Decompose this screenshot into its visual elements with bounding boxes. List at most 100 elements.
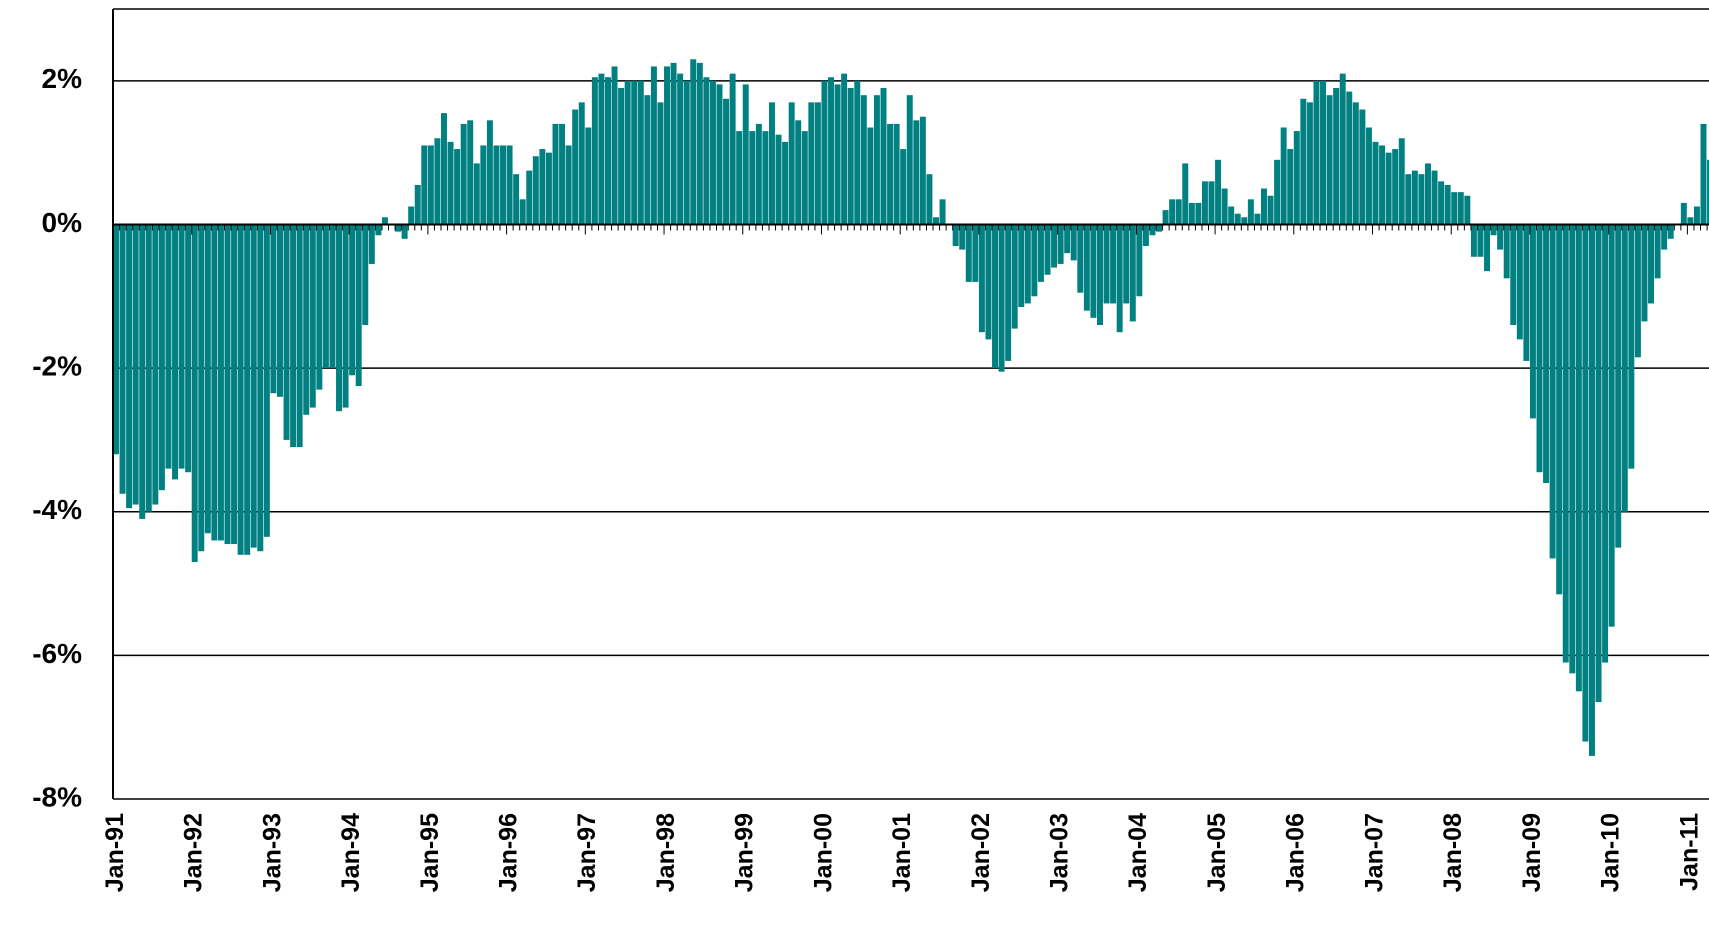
bar bbox=[637, 80, 644, 225]
bar bbox=[1070, 224, 1077, 261]
x-tick-label: Jan-04 bbox=[1124, 813, 1152, 892]
bar bbox=[1536, 224, 1543, 473]
x-tick-label: Jan-01 bbox=[888, 813, 916, 892]
bar bbox=[1182, 163, 1189, 225]
bar bbox=[1438, 181, 1445, 225]
bar bbox=[1116, 224, 1123, 333]
bar bbox=[723, 98, 730, 225]
bar bbox=[467, 120, 474, 225]
bar bbox=[821, 80, 828, 225]
bar bbox=[1365, 127, 1372, 225]
bar bbox=[919, 116, 926, 225]
y-tick-label: -2% bbox=[32, 350, 82, 381]
bar bbox=[1018, 224, 1025, 308]
bar bbox=[263, 224, 270, 537]
x-tick-label: Jan-94 bbox=[337, 813, 365, 892]
bar bbox=[198, 224, 205, 552]
bar bbox=[1346, 91, 1353, 225]
bar bbox=[1031, 224, 1038, 297]
bar bbox=[1208, 181, 1215, 225]
bar bbox=[1195, 202, 1202, 225]
bar bbox=[860, 95, 867, 225]
bar bbox=[1339, 73, 1346, 225]
bar bbox=[1444, 184, 1451, 225]
bar bbox=[1595, 224, 1602, 703]
x-tick-label: Jan-08 bbox=[1439, 813, 1467, 892]
bar bbox=[828, 77, 834, 225]
bar bbox=[1661, 224, 1668, 250]
x-tick-label: Jan-00 bbox=[809, 813, 837, 892]
bar bbox=[519, 199, 526, 225]
bar bbox=[716, 84, 723, 225]
bar bbox=[237, 224, 244, 555]
bar bbox=[644, 95, 651, 225]
bar bbox=[1293, 131, 1300, 225]
bar bbox=[729, 73, 736, 225]
bar bbox=[158, 224, 165, 491]
bar bbox=[1589, 224, 1595, 756]
x-tick-label: Jan-95 bbox=[416, 813, 444, 892]
bar bbox=[1582, 224, 1589, 742]
bar bbox=[441, 113, 447, 225]
bar bbox=[952, 224, 959, 246]
bar bbox=[500, 145, 506, 225]
bar bbox=[408, 206, 415, 225]
bar bbox=[1425, 163, 1431, 225]
bar bbox=[572, 109, 579, 225]
bar bbox=[631, 80, 638, 225]
bar bbox=[670, 62, 677, 225]
bar bbox=[788, 102, 795, 225]
bar bbox=[854, 80, 861, 225]
x-tick-label: Jan-02 bbox=[967, 813, 995, 892]
bar bbox=[690, 59, 697, 225]
bar bbox=[1510, 224, 1517, 325]
bar bbox=[1700, 123, 1707, 225]
bar bbox=[1024, 224, 1031, 304]
bar bbox=[1648, 224, 1654, 304]
y-tick-label: -6% bbox=[32, 638, 82, 669]
bar bbox=[801, 131, 808, 225]
bar bbox=[880, 88, 887, 225]
bar bbox=[486, 120, 493, 225]
bar bbox=[847, 88, 854, 225]
bar bbox=[460, 123, 467, 225]
bar bbox=[1516, 224, 1523, 340]
bar bbox=[814, 102, 821, 225]
bar bbox=[664, 66, 670, 225]
bar bbox=[873, 95, 880, 225]
bar bbox=[172, 224, 178, 480]
bar bbox=[1352, 102, 1359, 225]
bar bbox=[545, 152, 552, 225]
bar bbox=[303, 224, 310, 415]
bar bbox=[231, 224, 238, 545]
bar bbox=[578, 102, 585, 225]
y-tick-label: 0% bbox=[42, 207, 83, 238]
bar bbox=[1654, 224, 1661, 279]
bar bbox=[119, 224, 126, 494]
bar bbox=[277, 224, 283, 397]
bar bbox=[1641, 224, 1648, 322]
x-tick-label: Jan-99 bbox=[731, 813, 759, 892]
bar bbox=[782, 141, 789, 225]
bar bbox=[657, 102, 664, 225]
bar bbox=[1313, 80, 1320, 225]
bar bbox=[480, 145, 487, 225]
bar bbox=[1411, 170, 1418, 225]
bar bbox=[1169, 199, 1176, 225]
bar bbox=[539, 149, 546, 225]
bar bbox=[1379, 145, 1386, 225]
bar bbox=[1320, 80, 1326, 225]
bar bbox=[1575, 224, 1582, 692]
x-tick-label: Jan-07 bbox=[1360, 813, 1388, 892]
bar bbox=[1418, 174, 1425, 225]
bar bbox=[290, 224, 297, 448]
bar bbox=[145, 224, 152, 512]
bar bbox=[893, 123, 900, 225]
bar bbox=[375, 224, 382, 236]
bar bbox=[1326, 95, 1333, 225]
x-tick-label: Jan-92 bbox=[180, 813, 208, 892]
bar bbox=[1083, 224, 1090, 311]
bar bbox=[454, 149, 461, 225]
bar bbox=[342, 224, 349, 408]
